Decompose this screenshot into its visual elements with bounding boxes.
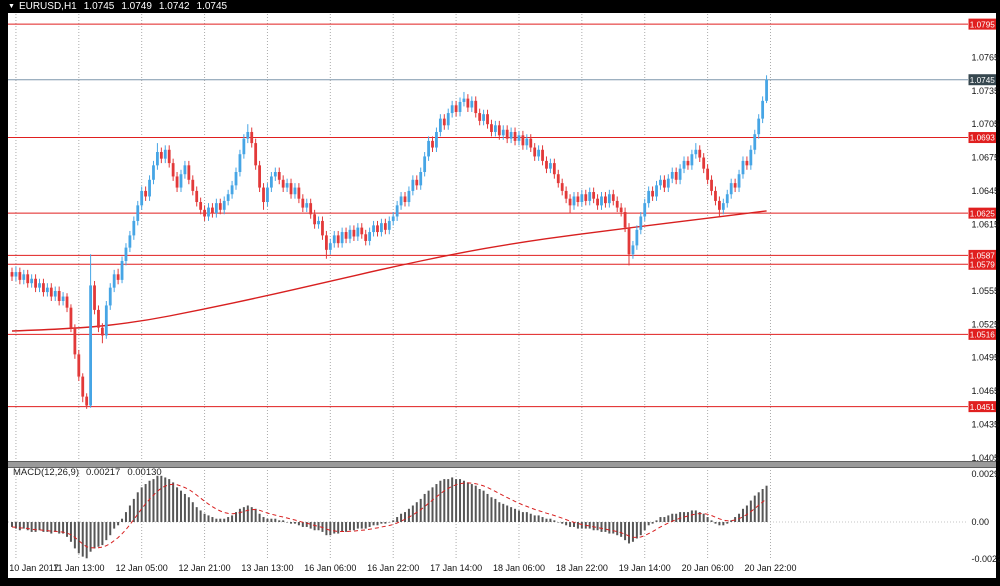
svg-text:1.0579: 1.0579 (970, 260, 995, 269)
ticker-high: 1.0749 (121, 1, 152, 12)
chart-symbol-icon: ▼ (8, 3, 15, 10)
svg-text:1.0735: 1.0735 (972, 86, 1000, 96)
svg-text:19 Jan 14:00: 19 Jan 14:00 (619, 563, 671, 573)
ticker-open: 1.0745 (83, 1, 115, 12)
svg-text:0.00292: 0.00292 (972, 469, 1000, 479)
svg-text:1.0435: 1.0435 (972, 419, 1000, 429)
macd-signal-value: 0.00130 (127, 467, 162, 478)
svg-text:18 Jan 22:00: 18 Jan 22:00 (556, 563, 608, 573)
svg-text:1.0765: 1.0765 (972, 52, 1000, 62)
svg-text:17 Jan 14:00: 17 Jan 14:00 (430, 563, 482, 573)
svg-text:1.0645: 1.0645 (972, 186, 1000, 196)
svg-text:1.0516: 1.0516 (970, 331, 995, 340)
svg-text:1.0525: 1.0525 (972, 319, 1000, 329)
svg-text:-0.00225: -0.00225 (972, 554, 1000, 564)
svg-text:1.0465: 1.0465 (972, 386, 1000, 396)
svg-text:1.0693: 1.0693 (970, 134, 995, 143)
svg-text:16 Jan 22:00: 16 Jan 22:00 (367, 563, 419, 573)
svg-text:1.0675: 1.0675 (972, 153, 1000, 163)
pane-separator (8, 461, 996, 468)
svg-text:1.0625: 1.0625 (970, 209, 995, 218)
macd-signal-line (11, 482, 767, 549)
levels-layer (8, 23, 968, 408)
macd-legend: MACD(12,26,9) 0.00217 0.00130 (13, 467, 169, 478)
svg-text:1.0495: 1.0495 (972, 353, 1000, 363)
svg-text:12 Jan 05:00: 12 Jan 05:00 (116, 563, 168, 573)
svg-text:11 Jan 13:00: 11 Jan 13:00 (53, 563, 104, 573)
svg-text:20 Jan 22:00: 20 Jan 22:00 (744, 563, 796, 573)
svg-text:1.0405: 1.0405 (972, 453, 1000, 463)
ticker-bar: ▼ EURUSD,H1 1.0745 1.0749 1.0742 1.0745 (8, 0, 234, 13)
svg-text:12 Jan 21:00: 12 Jan 21:00 (179, 563, 231, 573)
macd-layer (11, 475, 768, 559)
chart-background (8, 13, 996, 578)
svg-text:1.0705: 1.0705 (972, 119, 1000, 129)
ma-line (11, 210, 767, 332)
svg-text:0.00: 0.00 (972, 517, 990, 527)
svg-text:13 Jan 13:00: 13 Jan 13:00 (241, 563, 293, 573)
svg-text:1.0451: 1.0451 (970, 403, 995, 412)
macd-name: MACD(12,26,9) (13, 467, 79, 478)
ticker-close: 1.0745 (196, 1, 228, 12)
svg-text:1.0555: 1.0555 (972, 286, 1000, 296)
ticker-low: 1.0742 (158, 1, 190, 12)
svg-text:20 Jan 06:00: 20 Jan 06:00 (682, 563, 734, 573)
svg-text:18 Jan 06:00: 18 Jan 06:00 (493, 563, 545, 573)
svg-text:10 Jan 2017: 10 Jan 2017 (9, 563, 59, 573)
svg-text:1.0795: 1.0795 (970, 20, 995, 29)
svg-text:1.0587: 1.0587 (970, 252, 995, 261)
ticker-symbol: EURUSD,H1 (18, 1, 77, 12)
svg-text:1.0745: 1.0745 (970, 76, 995, 85)
candles-layer (10, 75, 768, 409)
macd-value: 0.00217 (86, 467, 121, 478)
svg-text:16 Jan 06:00: 16 Jan 06:00 (304, 563, 356, 573)
price-axis[interactable]: 1.0765 1.0735 1.0705 1.0675 1.0645 1.0615 1.05… (968, 18, 1000, 565)
svg-text:1.0615: 1.0615 (972, 219, 1000, 229)
